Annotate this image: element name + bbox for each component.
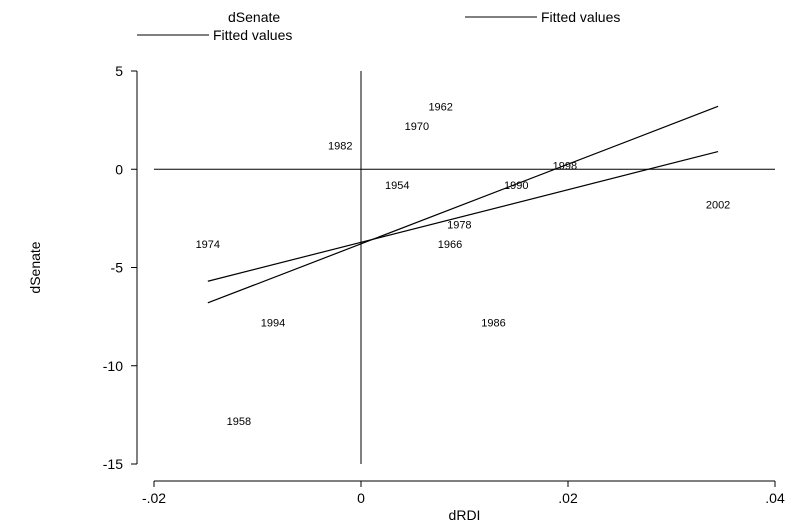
- point-label-1962: 1962: [428, 101, 452, 113]
- point-label-1990: 1990: [504, 180, 528, 192]
- y-tick-label: 0: [115, 161, 123, 177]
- point-label-1986: 1986: [481, 318, 505, 330]
- point-label-1958: 1958: [227, 416, 251, 428]
- x-tick-label: .04: [765, 490, 785, 506]
- y-tick-label: -10: [103, 358, 123, 374]
- y-tick-label: 5: [115, 63, 123, 79]
- legend-label: Fitted values: [541, 9, 620, 25]
- legend-label: dSenate: [228, 9, 280, 25]
- point-label-1994: 1994: [261, 318, 285, 330]
- legend: dSenate Fitted values Fitted values: [137, 9, 620, 43]
- y-tick-label: -5: [111, 260, 124, 276]
- x-axis-title: dRDI: [449, 507, 481, 523]
- point-label-1954: 1954: [385, 180, 409, 192]
- y-tick-label: -15: [103, 456, 123, 472]
- y-axis-title: dSenate: [27, 241, 43, 293]
- legend-label: Fitted values: [213, 27, 292, 43]
- point-label-1970: 1970: [405, 121, 429, 133]
- x-tick-label: 0: [357, 490, 365, 506]
- point-label-1982: 1982: [328, 141, 352, 153]
- point-label-2002: 2002: [706, 200, 730, 212]
- point-label-1998: 1998: [553, 160, 577, 172]
- fitted-line-1: [207, 105, 719, 304]
- point-label-1978: 1978: [447, 219, 471, 231]
- x-tick-label: .02: [558, 490, 578, 506]
- point-label-1974: 1974: [196, 239, 220, 251]
- x-tick-label: -.02: [142, 490, 166, 506]
- point-label-1966: 1966: [438, 239, 462, 251]
- fitted-line-2: [207, 150, 719, 282]
- plot-area: -15 -10 -5 0 5 -.02 0 .02 .04 dRDI dSenate 1954 1958…: [27, 63, 785, 523]
